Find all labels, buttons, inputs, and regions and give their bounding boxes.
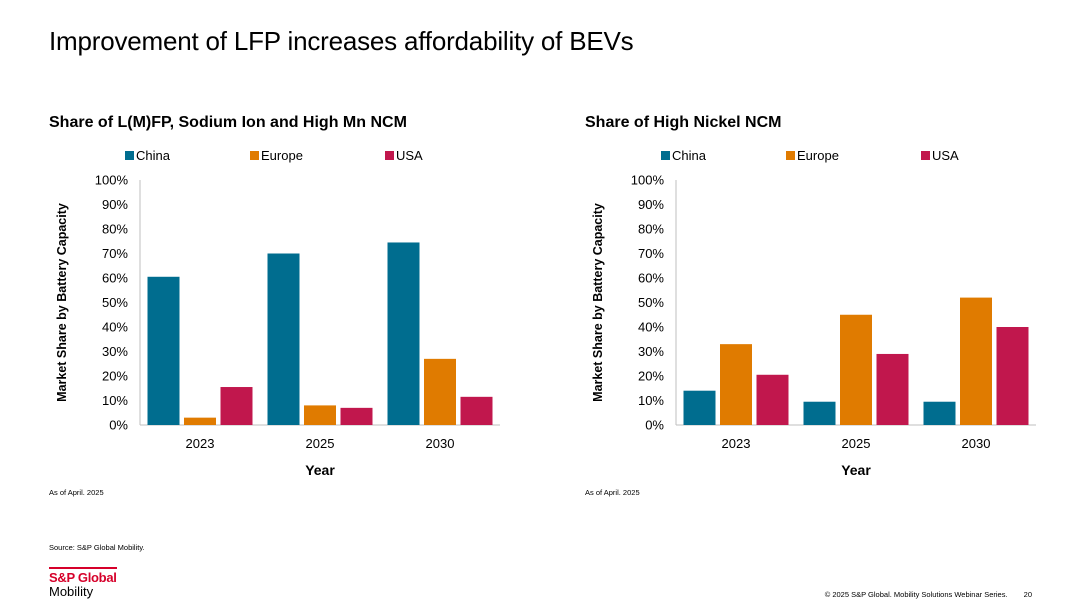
y-tick-label: 100%: [631, 173, 665, 188]
legend-label-china: China: [672, 148, 707, 163]
y-tick-label: 90%: [102, 197, 128, 212]
y-tick-label: 80%: [102, 222, 128, 237]
logo-text-top: S&P Global: [49, 570, 117, 585]
legend-swatch-china: [125, 151, 134, 160]
logo-text-bottom: Mobility: [49, 584, 94, 599]
x-axis-title: Year: [305, 462, 335, 478]
bar-usa-2023: [756, 374, 789, 425]
y-tick-label: 80%: [638, 222, 664, 237]
bar-china-2030: [387, 242, 420, 425]
y-tick-label: 50%: [102, 295, 128, 310]
y-tick-label: 20%: [638, 369, 664, 384]
y-tick-label: 10%: [638, 393, 664, 408]
legend-label-usa: USA: [932, 148, 959, 163]
bar-usa-2025: [340, 407, 373, 425]
chart-note-left: As of April. 2025: [49, 488, 104, 497]
company-logo: S&P Global Mobility: [49, 567, 117, 599]
bar-china-2023: [683, 390, 716, 425]
x-axis-title: Year: [841, 462, 871, 478]
x-tick-label-2023: 2023: [722, 436, 751, 451]
logo-accent-line: [49, 567, 117, 569]
y-tick-label: 50%: [638, 295, 664, 310]
chart-high-nickel-share: China Europe USA 0% 10% 20% 30% 40% 50% 60% 70% 80%…: [591, 148, 1036, 478]
chart-lfp-share: China Europe USA 0% 10% 20% 30% 40% 50% 60% 70% 80%…: [55, 148, 500, 478]
legend-label-china: China: [136, 148, 171, 163]
bar-usa-2030: [460, 396, 493, 425]
chart-title-high-nickel: Share of High Nickel NCM: [585, 114, 782, 131]
copyright-text: © 2025 S&P Global. Mobility Solutions We…: [824, 590, 1008, 599]
y-tick-label: 40%: [102, 320, 128, 335]
bar-china-2023: [147, 276, 180, 425]
legend-item-usa: USA: [385, 148, 423, 163]
footer: © 2025 S&P Global. Mobility Solutions We…: [825, 590, 1032, 599]
y-tick-label: 70%: [638, 246, 664, 261]
x-tick-label-2030: 2030: [426, 436, 455, 451]
y-tick-label: 0%: [645, 418, 664, 433]
page-number: 20: [1023, 590, 1032, 599]
y-tick-label: 60%: [102, 271, 128, 286]
legend-swatch-usa: [385, 151, 394, 160]
y-tick-label: 20%: [102, 369, 128, 384]
legend-swatch-china: [661, 151, 670, 160]
legend-item-china: China: [125, 148, 171, 163]
bar-usa-2023: [220, 387, 253, 425]
y-tick-label: 70%: [102, 246, 128, 261]
legend-label-usa: USA: [396, 148, 423, 163]
y-tick-label: 10%: [102, 393, 128, 408]
bar-europe-2030: [424, 358, 456, 425]
legend-swatch-europe: [786, 151, 795, 160]
x-tick-label-2030: 2030: [962, 436, 991, 451]
x-tick-label-2025: 2025: [842, 436, 871, 451]
bar-usa-2030: [996, 327, 1029, 425]
slide-title: Improvement of LFP increases affordabili…: [49, 26, 634, 56]
bar-china-2030: [923, 401, 956, 425]
legend-swatch-europe: [250, 151, 259, 160]
legend-swatch-usa: [921, 151, 930, 160]
y-tick-label: 100%: [95, 173, 129, 188]
legend-item-europe: Europe: [786, 148, 839, 163]
y-tick-label: 30%: [638, 344, 664, 359]
bar-china-2025: [267, 253, 300, 425]
y-axis-title: Market Share by Battery Capacity: [591, 203, 605, 402]
y-tick-label: 60%: [638, 271, 664, 286]
bar-usa-2025: [876, 353, 909, 425]
bar-europe-2025: [304, 405, 336, 425]
x-tick-label-2023: 2023: [186, 436, 215, 451]
legend-item-usa: USA: [921, 148, 959, 163]
bar-europe-2023: [184, 417, 216, 425]
y-axis-title: Market Share by Battery Capacity: [55, 203, 69, 402]
source-note: Source: S&P Global Mobility.: [49, 543, 145, 552]
y-tick-label: 90%: [638, 197, 664, 212]
y-tick-label: 40%: [638, 320, 664, 335]
bar-europe-2030: [960, 297, 992, 425]
y-tick-label: 30%: [102, 344, 128, 359]
legend-label-europe: Europe: [261, 148, 303, 163]
bar-europe-2023: [720, 344, 752, 425]
chart-title-lfp: Share of L(M)FP, Sodium Ion and High Mn …: [49, 114, 407, 131]
legend-item-europe: Europe: [250, 148, 303, 163]
y-tick-label: 0%: [109, 418, 128, 433]
x-tick-label-2025: 2025: [306, 436, 335, 451]
bar-europe-2025: [840, 314, 872, 425]
legend-label-europe: Europe: [797, 148, 839, 163]
chart-note-right: As of April. 2025: [585, 488, 640, 497]
bar-china-2025: [803, 401, 836, 425]
legend-item-china: China: [661, 148, 707, 163]
